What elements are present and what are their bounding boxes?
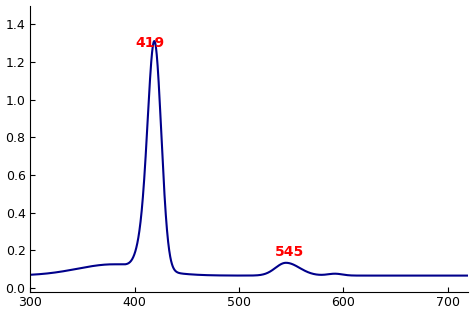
Text: 419: 419	[136, 36, 165, 50]
Text: 545: 545	[274, 245, 304, 259]
